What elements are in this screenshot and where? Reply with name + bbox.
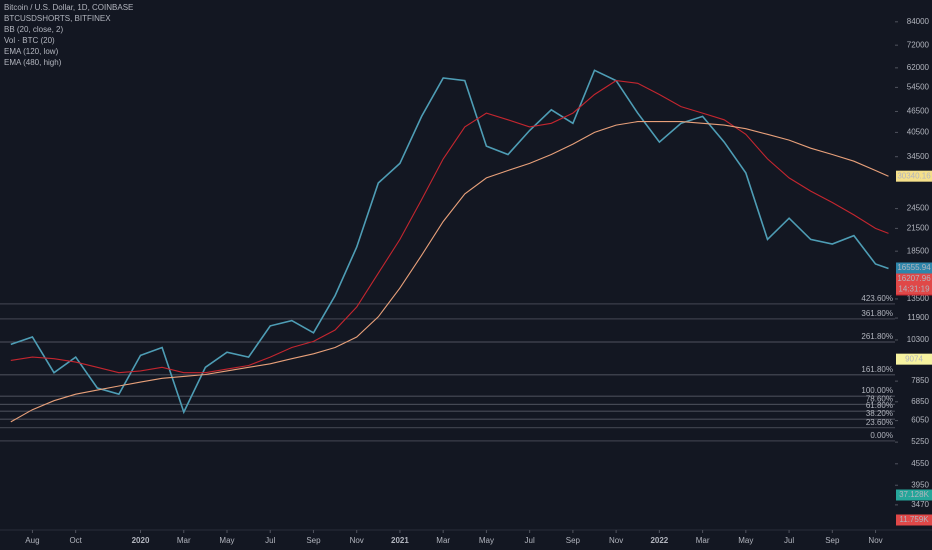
legend-entry: Vol · BTC (20) xyxy=(4,36,55,45)
y-tick-label: 3470 xyxy=(911,500,929,509)
price-label-box xyxy=(896,353,932,365)
price-label: 16207.96 xyxy=(897,274,931,283)
x-tick-label: Jul xyxy=(784,536,794,545)
x-tick-label: 2020 xyxy=(132,536,150,545)
price-label: 16555.94 xyxy=(897,263,931,272)
x-tick-label: Nov xyxy=(609,536,623,545)
fib-label: 38.20% xyxy=(866,409,893,418)
x-tick-label: May xyxy=(738,536,753,545)
countdown: 14:31:19 xyxy=(898,285,930,294)
y-tick-label: 10300 xyxy=(907,335,930,344)
fib-label: 0.00% xyxy=(870,431,893,440)
series-line xyxy=(10,69,889,415)
x-tick-label: Nov xyxy=(868,536,882,545)
legend-entry: EMA (480, high) xyxy=(4,58,62,67)
y-tick-label: 40500 xyxy=(907,128,930,137)
legend-entry: Bitcoin / U.S. Dollar, 1D, COINBASE xyxy=(4,3,133,12)
y-tick-label: 54500 xyxy=(907,83,930,92)
y-tick-label: 11900 xyxy=(907,313,929,322)
x-tick-label: Jul xyxy=(265,536,275,545)
price-label-box xyxy=(896,262,932,274)
price-label: 9074 xyxy=(905,354,923,363)
y-tick-label: 21500 xyxy=(907,224,930,233)
x-tick-label: Mar xyxy=(177,536,191,545)
x-tick-label: Nov xyxy=(350,536,364,545)
series-line xyxy=(10,121,889,423)
x-tick-label: May xyxy=(479,536,494,545)
fib-label: 161.80% xyxy=(861,365,893,374)
x-tick-label: 2022 xyxy=(650,536,668,545)
price-label-box xyxy=(896,170,932,182)
price-label: 30340.16 xyxy=(897,171,931,180)
fib-label: 78.60% xyxy=(866,394,893,403)
x-tick-label: Sep xyxy=(306,536,321,545)
y-tick-label: 6850 xyxy=(911,397,929,406)
y-tick-label: 13500 xyxy=(907,294,930,303)
x-tick-label: May xyxy=(219,536,234,545)
x-tick-label: Mar xyxy=(436,536,450,545)
price-label-box xyxy=(896,273,932,285)
y-tick-label: 72000 xyxy=(907,40,930,49)
x-tick-label: Sep xyxy=(825,536,840,545)
y-tick-label: 5250 xyxy=(911,437,929,446)
y-tick-label: 24500 xyxy=(907,204,930,213)
volume-label: 11.759K xyxy=(899,515,929,524)
x-tick-label: Oct xyxy=(69,536,82,545)
x-tick-label: Sep xyxy=(566,536,581,545)
volume-label-box xyxy=(896,489,932,501)
y-tick-label: 46500 xyxy=(907,107,930,116)
y-tick-label: 62000 xyxy=(907,63,930,72)
fib-label: 261.80% xyxy=(861,332,893,341)
x-tick-label: Jul xyxy=(525,536,535,545)
legend-entry: BB (20, close, 2) xyxy=(4,25,63,34)
fib-label: 423.60% xyxy=(861,294,893,303)
y-tick-label: 84000 xyxy=(907,17,930,26)
y-tick-label: 3950 xyxy=(911,480,929,489)
legend-entry: EMA (120, low) xyxy=(4,47,59,56)
y-tick-label: 7850 xyxy=(911,376,929,385)
volume-label: 37.128K xyxy=(899,490,929,499)
fib-label: 23.60% xyxy=(866,418,893,427)
x-tick-label: Mar xyxy=(696,536,710,545)
fib-label: 61.80% xyxy=(866,401,893,410)
countdown-box xyxy=(896,284,932,295)
y-tick-label: 6050 xyxy=(911,416,929,425)
volume-label-box xyxy=(896,514,932,526)
x-tick-label: 2021 xyxy=(391,536,409,545)
fib-label: 361.80% xyxy=(861,309,893,318)
x-tick-label: Aug xyxy=(25,536,39,545)
legend-entry: BTCUSDSHORTS, BITFINEX xyxy=(4,14,111,23)
y-tick-label: 18500 xyxy=(907,246,930,255)
fib-label: 100.00% xyxy=(861,386,893,395)
series-line xyxy=(10,80,889,374)
y-tick-label: 4550 xyxy=(911,459,929,468)
y-tick-label: 34500 xyxy=(907,152,930,161)
